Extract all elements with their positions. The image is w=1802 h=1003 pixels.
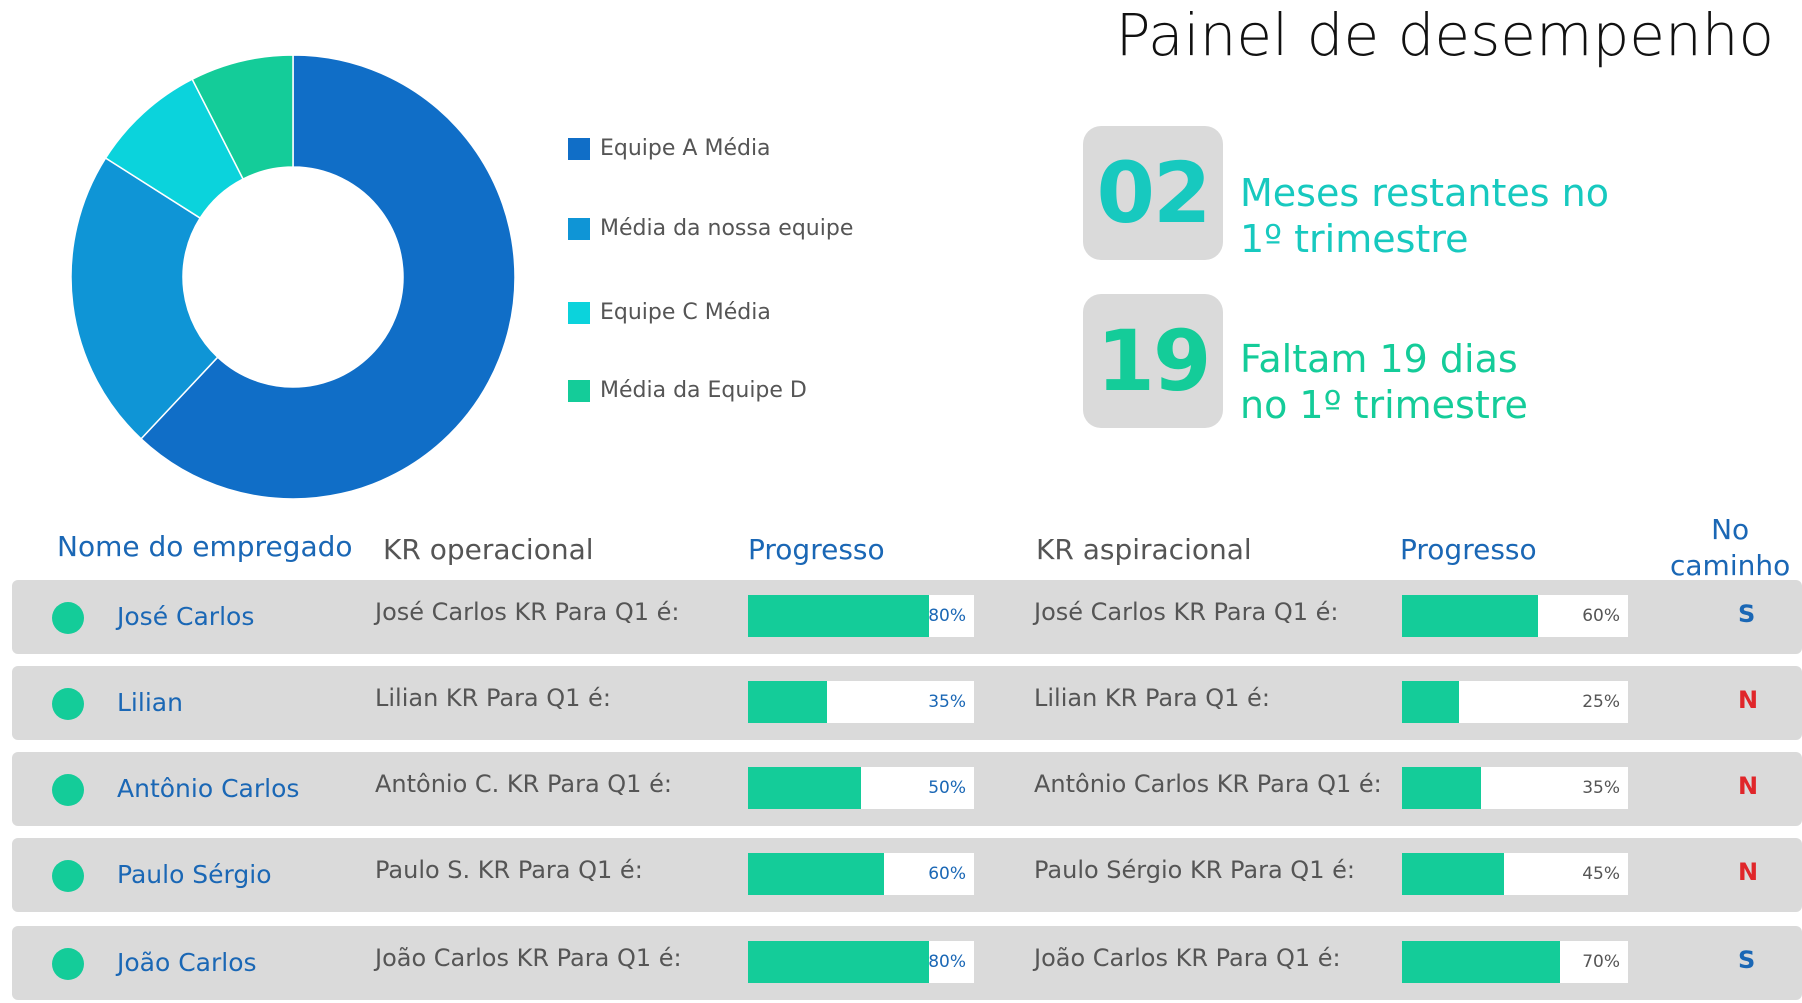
status-dot-icon — [52, 688, 84, 720]
on-track-status: N — [1738, 858, 1759, 886]
months-remaining-line2: 1º trimestre — [1240, 217, 1469, 261]
legend-swatch — [568, 217, 590, 240]
legend-swatch — [568, 301, 590, 324]
header-employee-name: Nome do empregado — [57, 530, 353, 563]
legend-item: Equipe A Média — [568, 136, 771, 161]
table-row[interactable]: Antônio Carlos Antônio C. KR Para Q1 é: … — [12, 752, 1802, 826]
header-progress-aspirational: Progresso — [1400, 533, 1537, 566]
progress-bar-aspirational: 35% — [1402, 767, 1628, 809]
employee-name[interactable]: José Carlos — [117, 602, 255, 631]
progress-fill — [1402, 941, 1561, 983]
progress-fill — [748, 941, 929, 983]
table-row[interactable]: Paulo Sérgio Paulo S. KR Para Q1 é: 60% … — [12, 838, 1802, 912]
progress-bar-operational: 80% — [748, 595, 974, 637]
days-remaining-box: 19 — [1083, 294, 1223, 428]
employee-name[interactable]: Lilian — [117, 688, 183, 717]
progress-label: 60% — [1582, 606, 1620, 626]
progress-label: 35% — [1582, 778, 1620, 798]
legend-label: Média da Equipe D — [600, 378, 807, 403]
kr-aspirational: José Carlos KR Para Q1 é: — [1034, 598, 1339, 626]
progress-bar-operational: 35% — [748, 681, 974, 723]
legend-swatch — [568, 379, 590, 402]
status-dot-icon — [52, 860, 84, 892]
progress-bar-aspirational: 60% — [1402, 595, 1628, 637]
days-remaining-line2: no 1º trimestre — [1240, 383, 1528, 427]
employee-name[interactable]: Paulo Sérgio — [117, 860, 272, 889]
status-dot-icon — [52, 948, 84, 980]
kr-operational: Antônio C. KR Para Q1 é: — [375, 770, 672, 798]
progress-label: 80% — [928, 952, 966, 972]
months-remaining-value: 02 — [1096, 144, 1212, 242]
progress-label: 25% — [1582, 692, 1620, 712]
progress-label: 45% — [1582, 864, 1620, 884]
status-dot-icon — [52, 602, 84, 634]
table-row[interactable]: José Carlos José Carlos KR Para Q1 é: 80… — [12, 580, 1802, 654]
header-on-track-line2: caminho — [1670, 549, 1791, 582]
header-progress-operational: Progresso — [748, 533, 885, 566]
donut-slice — [191, 54, 294, 180]
donut-slice — [139, 54, 516, 500]
kr-aspirational: Lilian KR Para Q1 é: — [1034, 684, 1270, 712]
progress-fill — [748, 681, 828, 723]
on-track-status: S — [1738, 600, 1756, 628]
employee-name[interactable]: Antônio Carlos — [117, 774, 300, 803]
legend-label: Média da nossa equipe — [600, 216, 854, 241]
months-remaining-text: Meses restantes no 1º trimestre — [1240, 170, 1609, 262]
progress-fill — [748, 853, 884, 895]
months-remaining-line1: Meses restantes no — [1240, 171, 1609, 215]
progress-bar-aspirational: 70% — [1402, 941, 1628, 983]
kr-operational: João Carlos KR Para Q1 é: — [375, 944, 682, 972]
header-kr-operational: KR operacional — [383, 533, 594, 566]
progress-label: 80% — [928, 606, 966, 626]
days-remaining-value: 19 — [1096, 312, 1212, 410]
header-on-track: No caminho — [1670, 512, 1790, 584]
on-track-status: S — [1738, 946, 1756, 974]
progress-bar-operational: 80% — [748, 941, 974, 983]
header-on-track-line1: No — [1711, 513, 1750, 546]
progress-fill — [748, 767, 861, 809]
donut-chart — [70, 54, 516, 500]
progress-label: 60% — [928, 864, 966, 884]
days-remaining-text: Faltam 19 dias no 1º trimestre — [1240, 336, 1528, 428]
progress-fill — [1402, 853, 1504, 895]
header-kr-aspirational: KR aspiracional — [1036, 533, 1252, 566]
progress-fill — [1402, 767, 1482, 809]
status-dot-icon — [52, 774, 84, 806]
table-row[interactable]: Lilian Lilian KR Para Q1 é: 35% Lilian K… — [12, 666, 1802, 740]
employee-name[interactable]: João Carlos — [117, 948, 257, 977]
days-remaining-line1: Faltam 19 dias — [1240, 337, 1518, 381]
progress-label: 70% — [1582, 952, 1620, 972]
progress-fill — [1402, 681, 1459, 723]
page-title: Painel de desempenho — [1115, 1, 1774, 69]
kr-aspirational: Paulo Sérgio KR Para Q1 é: — [1034, 856, 1355, 884]
legend-item: Equipe C Média — [568, 300, 771, 325]
progress-fill — [748, 595, 929, 637]
kr-operational: Paulo S. KR Para Q1 é: — [375, 856, 643, 884]
donut-slice — [70, 157, 219, 440]
table-row[interactable]: João Carlos João Carlos KR Para Q1 é: 80… — [12, 926, 1802, 1000]
progress-bar-aspirational: 45% — [1402, 853, 1628, 895]
progress-label: 35% — [928, 692, 966, 712]
kr-aspirational: João Carlos KR Para Q1 é: — [1034, 944, 1341, 972]
months-remaining-box: 02 — [1083, 126, 1223, 260]
kr-operational: José Carlos KR Para Q1 é: — [375, 598, 680, 626]
progress-bar-operational: 50% — [748, 767, 974, 809]
on-track-status: N — [1738, 686, 1759, 714]
kr-operational: Lilian KR Para Q1 é: — [375, 684, 611, 712]
legend-label: Equipe C Média — [600, 300, 771, 325]
kr-aspirational: Antônio Carlos KR Para Q1 é: — [1034, 770, 1382, 798]
progress-bar-aspirational: 25% — [1402, 681, 1628, 723]
legend-item: Média da Equipe D — [568, 378, 807, 403]
progress-bar-operational: 60% — [748, 853, 974, 895]
on-track-status: N — [1738, 772, 1759, 800]
progress-fill — [1402, 595, 1538, 637]
legend-swatch — [568, 137, 590, 160]
legend-label: Equipe A Média — [600, 136, 771, 161]
progress-label: 50% — [928, 778, 966, 798]
legend-item: Média da nossa equipe — [568, 216, 853, 241]
